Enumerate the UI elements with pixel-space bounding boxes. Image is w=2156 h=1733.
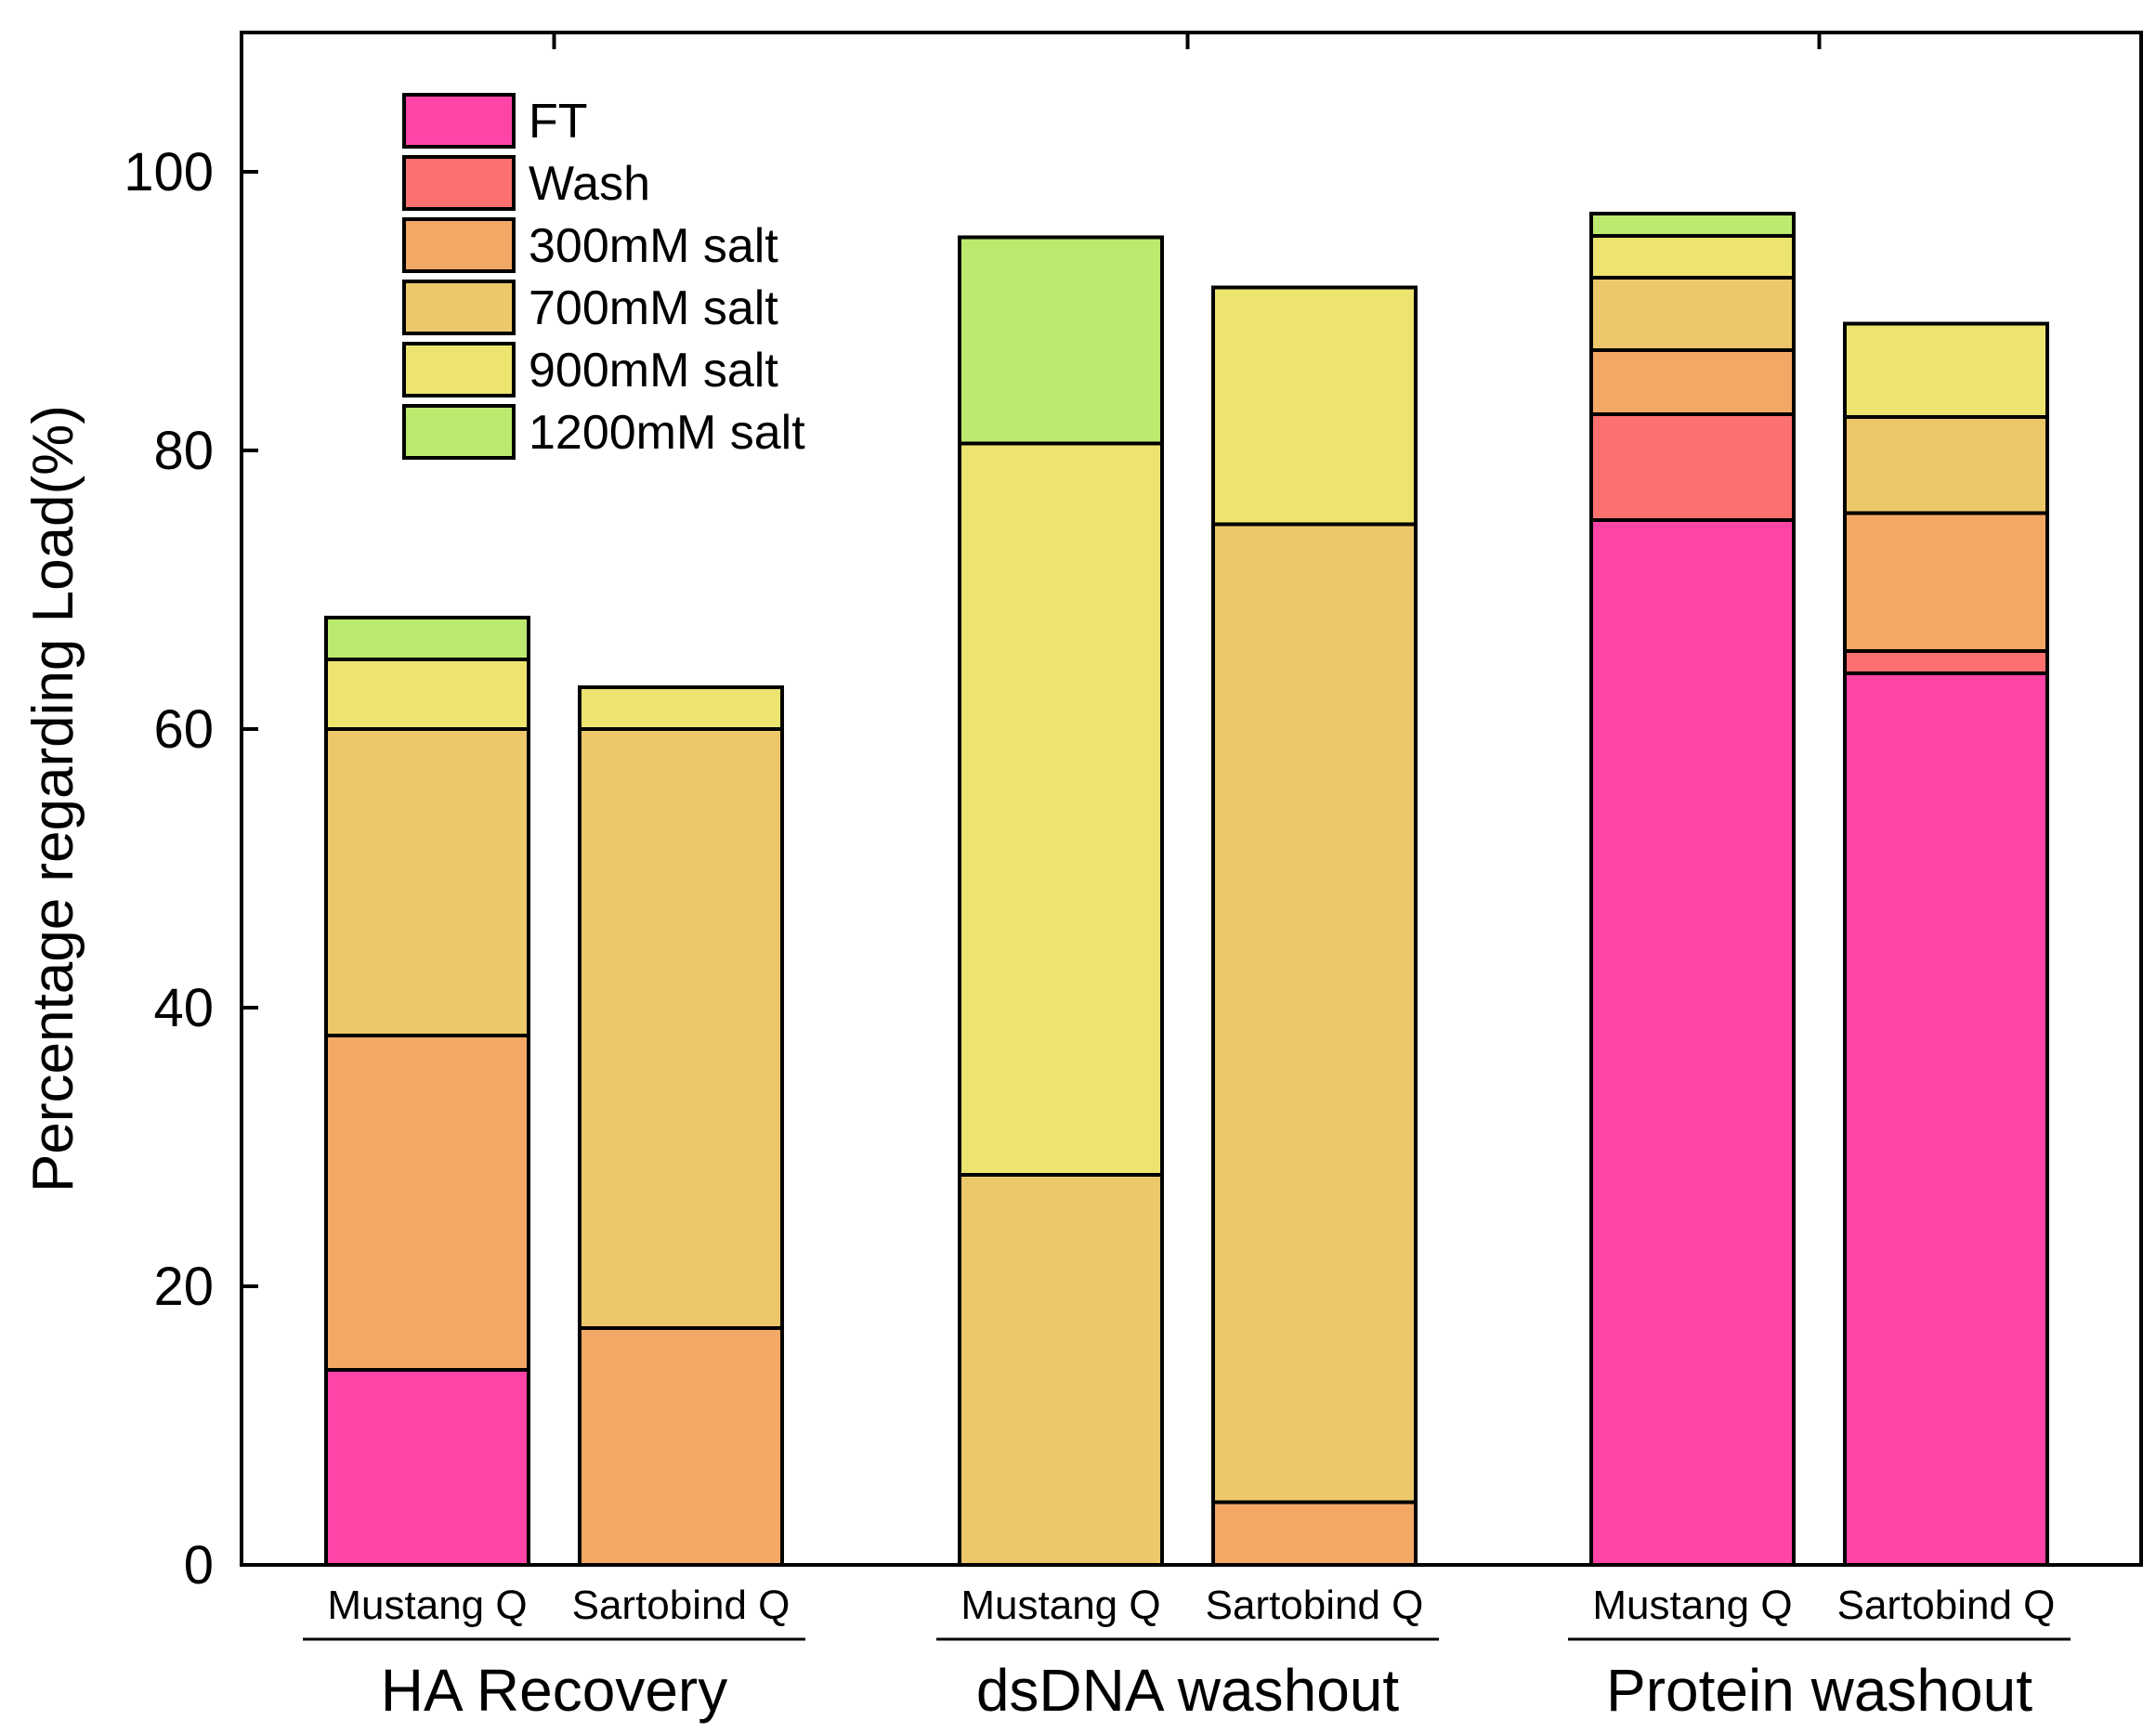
bar-stack — [1843, 321, 2049, 1567]
y-tick-label: 80 — [153, 421, 214, 481]
bar-segment-700mm-salt — [578, 727, 784, 1330]
category-label: Sartobind Q — [1837, 1583, 2056, 1628]
category-label: Mustang Q — [960, 1583, 1160, 1628]
group-label: HA Recovery — [381, 1657, 727, 1724]
y-ticks: 0 20 40 60 80 100 — [124, 33, 1822, 1596]
legend-swatch — [402, 342, 516, 397]
bar-segment-300mm-salt — [1589, 348, 1796, 416]
bar-segment-900mm-salt — [324, 658, 530, 731]
bar-segment-900mm-salt — [578, 685, 784, 731]
legend-label: FT — [529, 95, 588, 149]
axes-layer — [240, 31, 2143, 1567]
plot-frame — [240, 31, 2143, 1567]
y-axis-label: Percentage regarding Load(%) — [21, 405, 85, 1192]
x-labels: Mustang Q Sartobind Q HA Recovery Mustang Q… — [303, 1583, 2071, 1724]
bar-segment-900mm-salt — [1211, 285, 1418, 527]
legend-label: Wash — [529, 157, 650, 211]
group-label: Protein washout — [1606, 1657, 2032, 1724]
legend-swatch — [402, 280, 516, 335]
bars-layer — [324, 212, 2049, 1567]
bar-stack — [324, 616, 530, 1567]
y-tick-label: 40 — [153, 978, 214, 1038]
legend-label: 1200mM salt — [529, 406, 805, 460]
bar-segment-1200mm-salt — [1589, 212, 1796, 238]
group-label: dsDNA washout — [976, 1657, 1400, 1724]
bar-segment-700mm-salt — [1843, 415, 2049, 515]
bar-segment-300mm-salt — [1211, 1500, 1418, 1567]
y-tick-label: 0 — [184, 1535, 214, 1596]
bar-segment-300mm-salt — [324, 1034, 530, 1372]
y-tick-label: 60 — [153, 699, 214, 760]
bar-segment-wash — [1589, 412, 1796, 522]
legend-label: 900mM salt — [529, 344, 778, 397]
bar-segment-ft — [1589, 518, 1796, 1567]
bar-stack — [1211, 285, 1418, 1567]
bar-segment-700mm-salt — [1589, 276, 1796, 352]
category-label: Mustang Q — [327, 1583, 527, 1628]
bar-segment-900mm-salt — [1843, 321, 2049, 419]
bar-segment-1200mm-salt — [324, 616, 530, 661]
legend: FT Wash 300mM salt 700mM salt 900mM salt 1200… — [402, 93, 805, 460]
legend-swatch — [402, 217, 516, 273]
category-label: Sartobind Q — [572, 1583, 791, 1628]
bar-segment-ft — [324, 1368, 530, 1567]
bar-segment-1200mm-salt — [958, 235, 1164, 446]
bar-stack — [1589, 212, 1796, 1567]
bar-segment-ft — [1843, 671, 2049, 1567]
bar-segment-300mm-salt — [578, 1326, 784, 1567]
y-tick-label: 100 — [124, 142, 214, 202]
legend-swatch — [402, 404, 516, 460]
bar-segment-700mm-salt — [1211, 522, 1418, 1505]
category-label: Mustang Q — [1592, 1583, 1792, 1628]
legend-label: 700mM salt — [529, 281, 778, 335]
y-tick-label: 20 — [153, 1257, 214, 1317]
legend-swatch — [402, 93, 516, 149]
legend-swatch — [402, 155, 516, 211]
bar-stack — [578, 685, 784, 1567]
bar-segment-300mm-salt — [1843, 511, 2049, 653]
bar-segment-wash — [1843, 649, 2049, 675]
legend-label: 300mM salt — [529, 219, 778, 273]
bar-segment-900mm-salt — [958, 441, 1164, 1177]
bar-stack — [958, 235, 1164, 1567]
bar-segment-700mm-salt — [324, 727, 530, 1037]
bar-segment-900mm-salt — [1589, 234, 1796, 280]
bar-segment-700mm-salt — [958, 1173, 1164, 1567]
category-label: Sartobind Q — [1206, 1583, 1424, 1628]
